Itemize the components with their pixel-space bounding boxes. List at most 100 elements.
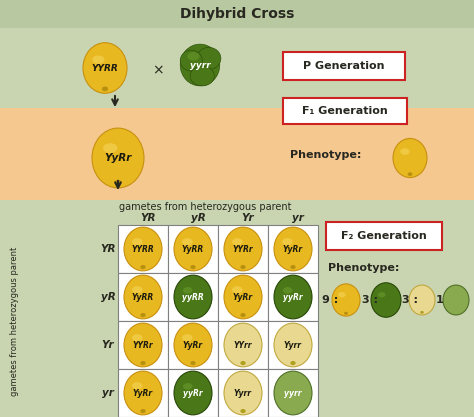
Ellipse shape: [282, 238, 292, 245]
Ellipse shape: [183, 287, 192, 294]
Bar: [218, 273, 268, 321]
Bar: [268, 225, 318, 273]
Text: yr: yr: [292, 213, 304, 223]
Ellipse shape: [274, 323, 312, 367]
Ellipse shape: [114, 180, 122, 186]
Ellipse shape: [283, 287, 292, 294]
Ellipse shape: [232, 238, 243, 245]
Text: Phenotype:: Phenotype:: [290, 150, 361, 160]
Text: YyRr: YyRr: [283, 244, 303, 254]
Bar: [0, 200, 474, 417]
Bar: [268, 273, 318, 321]
Ellipse shape: [182, 238, 192, 245]
Text: YyRR: YyRR: [132, 292, 154, 301]
Text: yR: yR: [191, 213, 205, 223]
Text: YR: YR: [140, 213, 156, 223]
Ellipse shape: [274, 371, 312, 415]
Ellipse shape: [102, 86, 108, 91]
Ellipse shape: [103, 143, 118, 153]
Ellipse shape: [224, 371, 262, 415]
Ellipse shape: [140, 313, 146, 317]
Ellipse shape: [408, 172, 412, 176]
Ellipse shape: [232, 286, 243, 294]
Text: ×: ×: [152, 63, 164, 77]
Bar: [0, 28, 474, 108]
Bar: [118, 273, 168, 321]
Ellipse shape: [332, 284, 360, 316]
Ellipse shape: [393, 138, 427, 178]
Ellipse shape: [240, 409, 246, 413]
Text: YyRr: YyRr: [183, 341, 203, 349]
Text: Yyrr: Yyrr: [234, 389, 252, 397]
Text: 1: 1: [436, 295, 444, 305]
Text: YYRr: YYRr: [133, 341, 153, 349]
Text: 9 :: 9 :: [322, 295, 338, 305]
Bar: [168, 369, 218, 417]
Ellipse shape: [174, 275, 212, 319]
Bar: [218, 369, 268, 417]
Text: YYRR: YYRR: [132, 244, 155, 254]
Text: YR: YR: [100, 244, 116, 254]
Bar: [0, 0, 474, 28]
Ellipse shape: [180, 44, 220, 86]
FancyBboxPatch shape: [283, 52, 405, 80]
Text: yyrr: yyrr: [284, 389, 302, 397]
Bar: [168, 273, 218, 321]
Ellipse shape: [197, 48, 221, 69]
Ellipse shape: [400, 148, 410, 155]
Ellipse shape: [240, 361, 246, 365]
Ellipse shape: [174, 371, 212, 415]
Bar: [218, 321, 268, 369]
Text: gametes from heterozygous parent: gametes from heterozygous parent: [119, 202, 291, 212]
Text: gametes from heterozygous parent: gametes from heterozygous parent: [10, 246, 19, 396]
Ellipse shape: [291, 265, 296, 269]
Ellipse shape: [83, 43, 127, 93]
Ellipse shape: [344, 312, 348, 315]
Text: YyRr: YyRr: [133, 389, 153, 397]
Ellipse shape: [371, 283, 401, 317]
Ellipse shape: [191, 361, 196, 365]
Ellipse shape: [124, 227, 162, 271]
Ellipse shape: [174, 227, 212, 271]
FancyBboxPatch shape: [326, 222, 442, 250]
Ellipse shape: [190, 66, 214, 86]
Text: yyRr: yyRr: [183, 389, 203, 397]
Text: YYRR: YYRR: [91, 63, 118, 73]
Text: 3 :: 3 :: [402, 295, 418, 305]
Text: YYRr: YYRr: [233, 244, 253, 254]
Ellipse shape: [224, 275, 262, 319]
Ellipse shape: [124, 323, 162, 367]
Ellipse shape: [274, 227, 312, 271]
Bar: [118, 369, 168, 417]
Bar: [118, 225, 168, 273]
Ellipse shape: [191, 265, 196, 269]
Bar: [218, 225, 268, 273]
Ellipse shape: [443, 285, 469, 315]
Ellipse shape: [180, 50, 202, 71]
Ellipse shape: [274, 275, 312, 319]
Text: Yyrr: Yyrr: [284, 341, 302, 349]
Text: P Generation: P Generation: [303, 61, 385, 71]
Text: F₁ Generation: F₁ Generation: [302, 106, 388, 116]
Ellipse shape: [224, 227, 262, 271]
Ellipse shape: [183, 383, 192, 389]
Ellipse shape: [409, 285, 435, 315]
Ellipse shape: [132, 382, 143, 389]
Bar: [268, 369, 318, 417]
Bar: [0, 108, 474, 200]
Text: F₂ Generation: F₂ Generation: [341, 231, 427, 241]
Ellipse shape: [338, 292, 346, 297]
Ellipse shape: [132, 286, 143, 294]
Ellipse shape: [291, 361, 296, 365]
Ellipse shape: [92, 55, 104, 64]
Ellipse shape: [132, 238, 143, 245]
Text: yR: yR: [100, 292, 115, 302]
Text: Yr: Yr: [242, 213, 255, 223]
Bar: [118, 321, 168, 369]
Text: YYrr: YYrr: [234, 341, 252, 349]
Ellipse shape: [182, 334, 192, 342]
Text: yyrr: yyrr: [190, 60, 210, 70]
Text: Dihybrid Cross: Dihybrid Cross: [180, 7, 294, 21]
Ellipse shape: [140, 409, 146, 413]
Text: Yr: Yr: [102, 340, 114, 350]
